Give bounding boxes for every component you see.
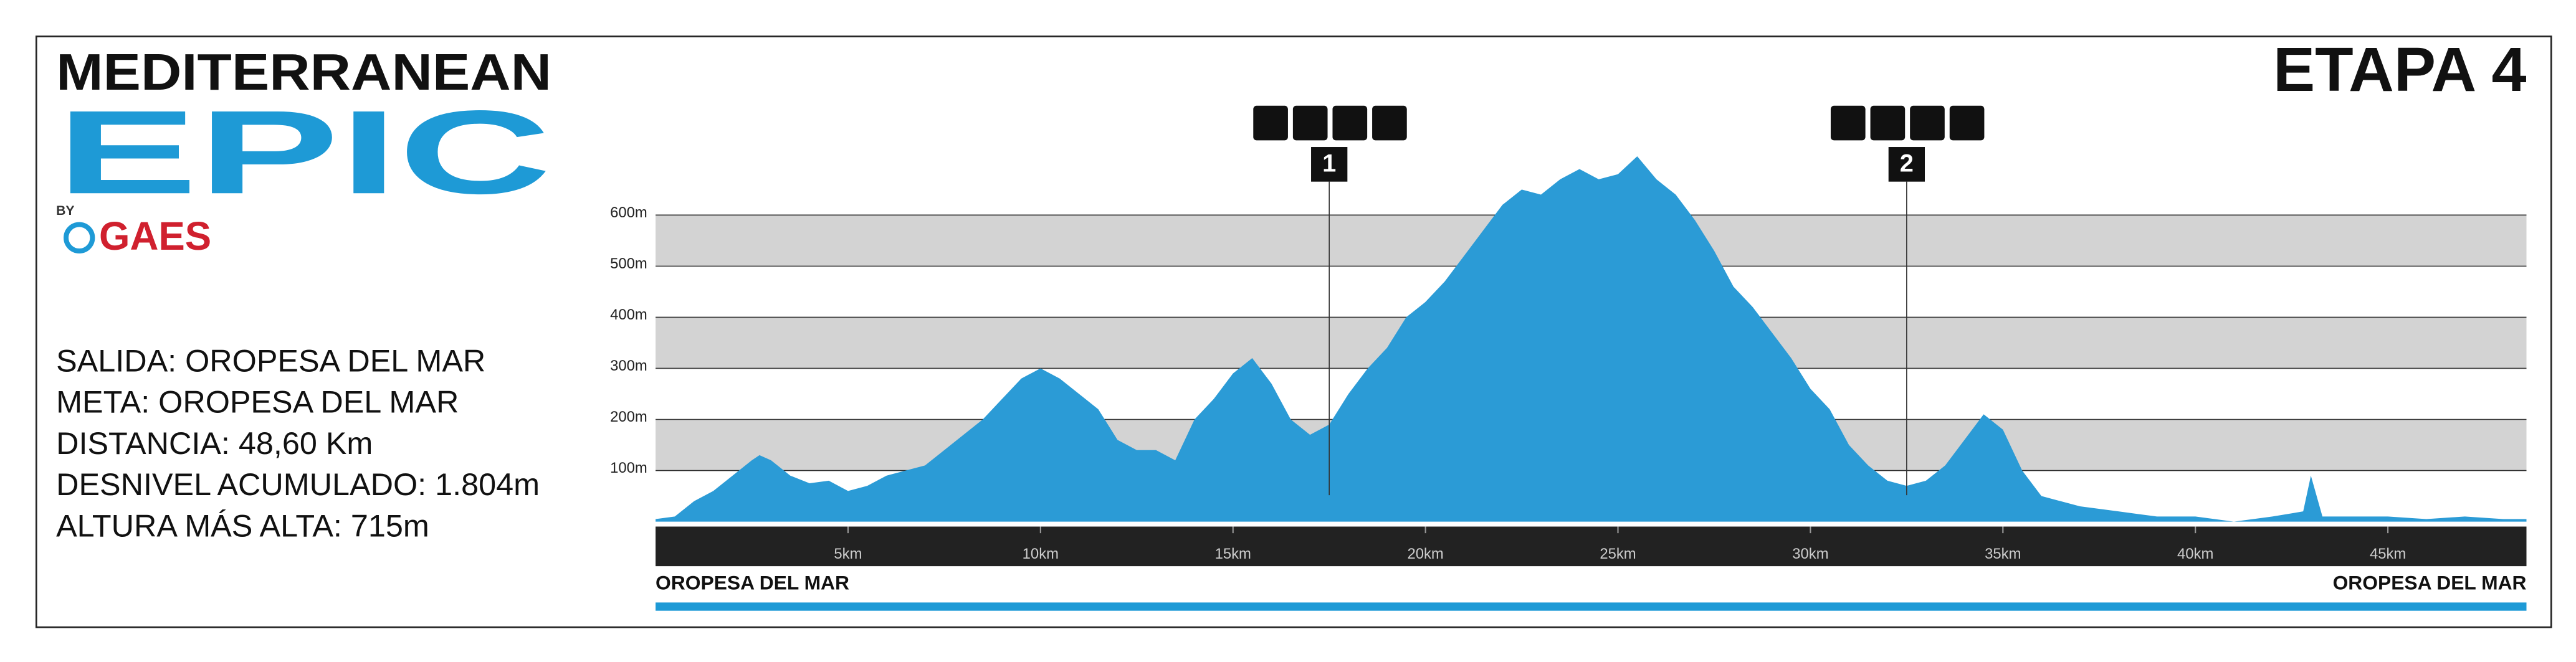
logo-line1: MEDITERRANEAN (56, 44, 551, 101)
info-line: SALIDA: OROPESA DEL MAR (56, 343, 485, 378)
y-tick-label: 100m (610, 460, 647, 476)
logo-line2: EPIC (56, 86, 551, 219)
y-tick-label: 400m (610, 306, 647, 323)
info-line: ALTURA MÁS ALTA: 715m (56, 508, 429, 543)
y-tick-label: 600m (610, 204, 647, 221)
sponsor-icon (64, 222, 95, 253)
station-number-box (1311, 147, 1348, 182)
station-icon (1292, 105, 1328, 141)
y-tick-label: 300m (610, 357, 647, 374)
info-line: DESNIVEL ACUMULADO: 1.804m (56, 466, 540, 502)
station-icon (1372, 105, 1407, 141)
elevation-profile (656, 156, 2527, 522)
frame (35, 35, 2552, 628)
x-tick-label: 20km (1407, 546, 1443, 562)
y-tick-label: 500m (610, 255, 647, 272)
station-number: 1 (1322, 150, 1336, 177)
route-bar (656, 602, 2527, 611)
station-icon (1830, 105, 1866, 141)
x-axis-band (656, 526, 2527, 567)
station-icon (1870, 105, 1906, 141)
y-tick-label: 200m (610, 409, 647, 425)
station-icon (1253, 105, 1288, 141)
finish-label: OROPESA DEL MAR (2333, 572, 2527, 594)
x-tick-label: 30km (1792, 546, 1828, 562)
station-icon (1332, 105, 1368, 141)
x-tick-label: 40km (2177, 546, 2213, 562)
station-number: 2 (1900, 150, 1914, 177)
logo-sponsor: GAES (99, 214, 211, 258)
station-number-box (1888, 147, 1925, 182)
station-icon (1949, 105, 1985, 141)
info-line: DISTANCIA: 48,60 Km (56, 425, 373, 461)
x-tick-label: 15km (1215, 546, 1251, 562)
x-tick-label: 25km (1600, 546, 1636, 562)
station-icon (1910, 105, 1945, 141)
start-label: OROPESA DEL MAR (656, 572, 849, 594)
x-tick-label: 45km (2370, 546, 2406, 562)
logo-by: BY (56, 204, 74, 218)
x-tick-label: 35km (1985, 546, 2021, 562)
chart-title: ETAPA 4 (2273, 35, 2527, 105)
x-tick-label: 5km (834, 546, 862, 562)
x-tick-label: 10km (1023, 546, 1059, 562)
info-line: META: OROPESA DEL MAR (56, 384, 459, 420)
